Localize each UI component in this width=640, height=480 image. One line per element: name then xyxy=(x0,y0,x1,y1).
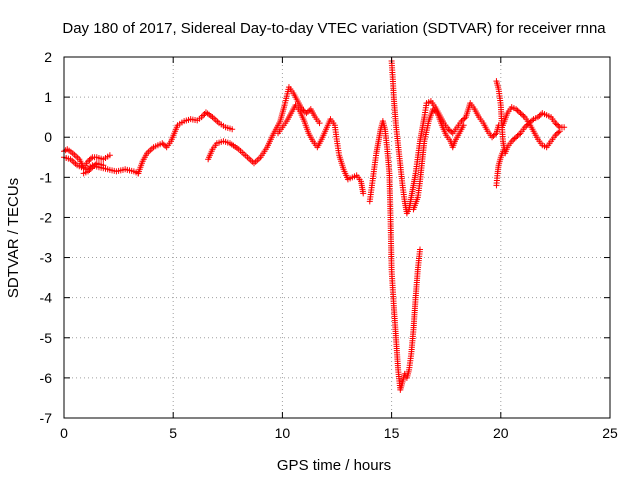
x-tick-label: 20 xyxy=(493,425,509,441)
data-point xyxy=(552,132,559,139)
data-point xyxy=(160,141,167,148)
data-point xyxy=(316,120,323,127)
series-seg7 xyxy=(366,118,423,393)
series-seg6 xyxy=(275,102,367,197)
data-point xyxy=(555,122,562,129)
series-seg11 xyxy=(499,104,563,151)
data-point xyxy=(517,110,524,117)
data-point xyxy=(553,130,560,137)
axis-ticks: 0 5 10 15 20 25 -7 -6 -5 -4 -3 -2 -1 0 1 2 xyxy=(40,49,618,441)
data-point xyxy=(516,131,522,138)
data-point xyxy=(430,106,437,113)
data-points xyxy=(61,58,568,393)
data-point xyxy=(489,134,496,141)
grid-lines xyxy=(64,57,610,418)
data-point xyxy=(87,155,94,162)
series-seg12 xyxy=(493,148,506,189)
chart-title: Day 180 of 2017, Sidereal Day-to-day VTE… xyxy=(62,20,606,37)
data-point xyxy=(491,131,498,138)
data-point xyxy=(90,162,97,169)
y-tick-label: -2 xyxy=(40,209,53,225)
data-point xyxy=(360,190,367,197)
y-tick-label: -7 xyxy=(40,410,53,426)
series-seg4 xyxy=(135,109,236,177)
x-tick-label: 25 xyxy=(602,425,618,441)
series-seg1 xyxy=(61,154,142,177)
series-seg9 xyxy=(410,106,467,213)
series-seg5 xyxy=(205,84,323,167)
data-point xyxy=(513,134,520,141)
x-tick-label: 5 xyxy=(169,425,177,441)
data-point xyxy=(85,158,92,165)
data-point xyxy=(459,116,466,123)
data-point xyxy=(552,120,559,127)
plot-frame xyxy=(63,56,611,419)
data-point xyxy=(87,165,94,172)
data-point xyxy=(490,132,497,139)
data-point xyxy=(85,168,92,175)
data-point xyxy=(159,140,166,147)
data-point xyxy=(304,108,311,115)
data-point xyxy=(86,166,93,173)
x-tick-label: 10 xyxy=(275,425,291,441)
data-point xyxy=(561,124,568,131)
data-point xyxy=(510,136,517,143)
data-point xyxy=(300,107,307,114)
data-point xyxy=(555,129,562,136)
x-axis-label: GPS time / hours xyxy=(277,457,391,474)
data-point xyxy=(556,128,563,135)
series-seg3 xyxy=(80,160,107,177)
data-point xyxy=(511,135,518,142)
data-point xyxy=(516,108,522,115)
data-point xyxy=(433,108,440,115)
data-point xyxy=(534,114,541,121)
data-point xyxy=(514,107,521,114)
data-point xyxy=(162,142,169,149)
data-point xyxy=(306,107,313,114)
y-tick-label: -6 xyxy=(40,370,53,386)
y-tick-label: -1 xyxy=(40,169,53,185)
y-tick-label: -5 xyxy=(40,330,53,346)
x-tick-label: 0 xyxy=(60,425,68,441)
data-point xyxy=(461,115,468,122)
data-point xyxy=(518,111,525,118)
data-point xyxy=(499,148,506,155)
y-tick-label: -3 xyxy=(40,250,53,266)
data-point xyxy=(448,128,455,135)
data-point xyxy=(553,121,560,128)
data-point xyxy=(446,127,453,134)
data-point xyxy=(536,112,543,119)
x-tick-label: 15 xyxy=(384,425,400,441)
data-point xyxy=(513,106,520,113)
data-point xyxy=(514,132,521,139)
data-point xyxy=(523,122,530,129)
data-point xyxy=(520,112,527,119)
data-point xyxy=(92,161,99,168)
data-point xyxy=(521,124,528,131)
data-point xyxy=(86,156,93,163)
y-tick-label: 1 xyxy=(44,89,52,105)
data-point xyxy=(303,110,310,117)
data-point xyxy=(100,162,107,169)
data-point xyxy=(106,152,113,159)
y-axis-label: SDTVAR / TECUs xyxy=(5,178,22,298)
y-tick-label: 2 xyxy=(44,49,52,65)
data-point xyxy=(416,246,423,253)
data-point xyxy=(458,118,465,125)
data-point xyxy=(508,138,515,145)
data-point xyxy=(431,107,438,114)
y-tick-label: -4 xyxy=(40,290,53,306)
data-point xyxy=(89,164,96,171)
data-point xyxy=(529,117,536,124)
y-tick-label: 0 xyxy=(44,129,52,145)
data-point xyxy=(229,126,236,133)
data-point xyxy=(460,122,467,129)
series-seg2 xyxy=(61,146,113,171)
